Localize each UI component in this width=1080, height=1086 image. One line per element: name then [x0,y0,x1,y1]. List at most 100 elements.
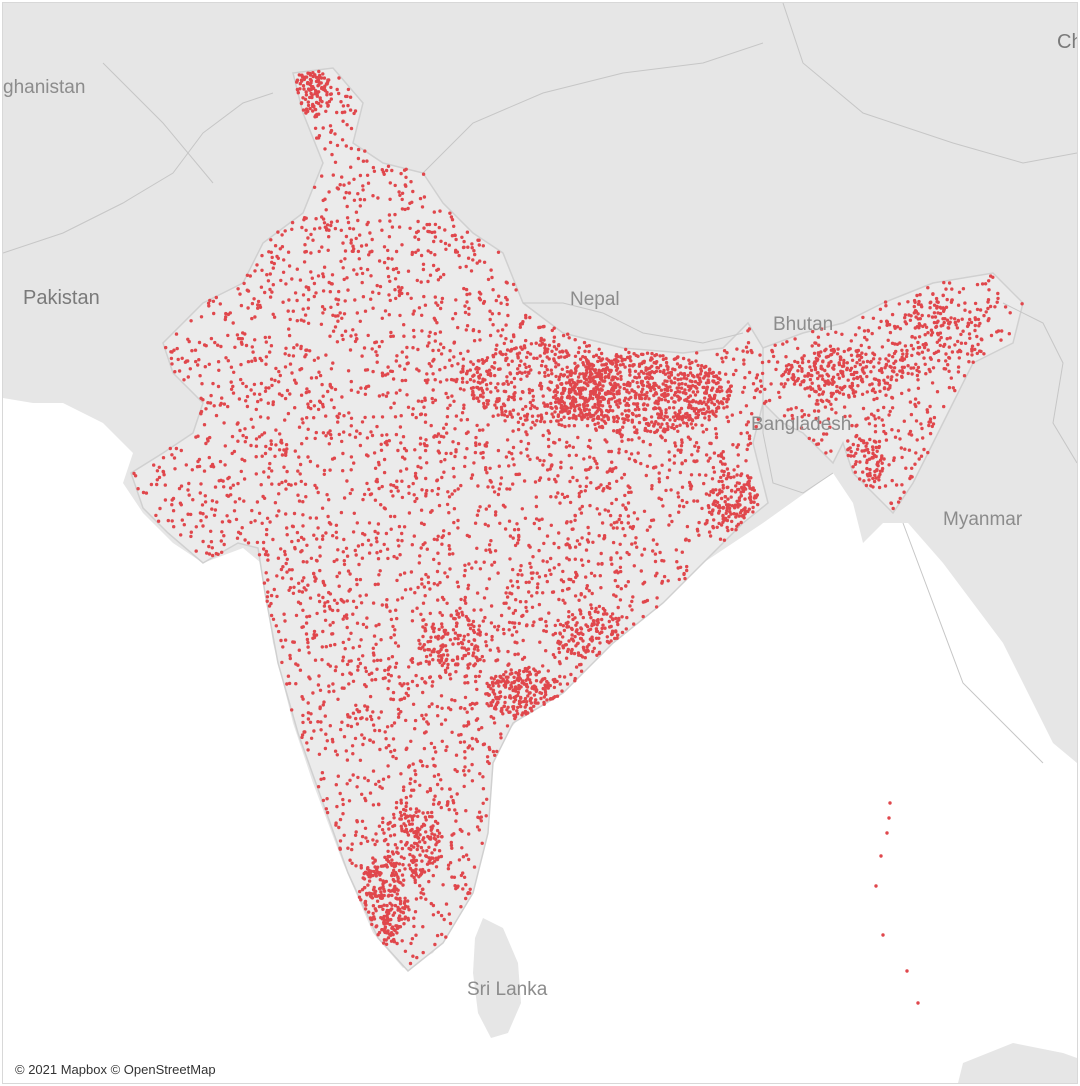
marker [349,424,353,428]
marker [549,405,553,410]
marker [579,662,583,667]
marker [426,279,430,284]
marker [266,416,270,420]
marker [986,318,990,323]
marker [978,308,983,312]
marker [254,455,258,459]
marker [917,370,921,374]
marker [539,363,544,368]
marker [553,655,557,659]
marker [514,598,518,602]
marker [604,392,608,396]
marker [283,638,288,642]
marker [409,587,413,591]
marker [670,396,674,400]
marker [198,511,203,515]
marker [400,197,404,202]
marker [266,401,270,405]
marker [305,436,309,440]
marker [329,130,333,134]
marker [932,415,937,420]
marker [468,292,472,296]
marker [710,512,714,516]
marker [565,354,569,359]
marker [650,370,654,374]
marker [615,377,620,381]
marker [382,245,387,249]
marker [530,605,535,609]
marker [462,403,466,407]
marker [739,490,743,494]
marker [445,431,449,435]
marker [422,746,427,751]
marker [422,195,427,199]
marker [255,263,259,267]
marker [816,402,820,406]
marker [459,418,463,422]
marker [861,315,865,320]
marker [626,418,630,422]
marker [327,190,331,194]
marker [433,764,437,768]
marker [251,350,255,354]
marker [549,368,553,372]
marker [419,612,423,616]
marker [334,665,338,669]
marker [688,416,692,421]
marker [224,315,228,319]
marker [280,660,284,665]
marker [585,586,589,590]
marker [459,905,463,909]
marker [494,352,498,356]
marker [286,674,291,678]
marker [542,420,547,424]
marker [553,352,557,357]
marker [554,347,559,351]
marker [285,388,290,393]
map-canvas[interactable] [3,3,1077,1083]
marker [550,372,554,376]
marker [472,339,477,343]
marker [492,721,497,725]
marker [606,374,610,379]
marker [268,295,273,299]
marker [425,720,429,724]
marker [504,337,508,341]
marker [769,382,773,386]
marker [991,275,995,279]
marker [720,462,725,466]
marker [580,504,584,509]
marker [256,299,261,304]
marker [486,423,490,427]
marker [427,362,431,366]
marker [493,549,498,553]
marker [473,252,477,257]
marker [630,608,634,612]
marker [693,393,698,397]
marker [461,364,465,368]
marker [475,396,479,400]
marker [370,347,374,351]
marker [426,580,431,585]
marker [602,397,607,401]
marker [454,819,458,823]
marker [459,597,463,602]
marker [320,506,325,510]
marker [567,416,572,420]
marker [943,342,947,347]
marker [539,413,543,417]
marker [346,103,350,108]
marker [639,369,644,374]
marker [591,378,595,383]
marker [869,412,874,416]
marker [438,380,443,384]
marker [635,428,639,432]
marker [682,376,686,380]
marker [609,523,613,527]
marker [541,664,545,668]
marker [743,497,747,501]
marker [155,469,160,473]
marker [947,369,951,373]
marker [485,755,490,759]
